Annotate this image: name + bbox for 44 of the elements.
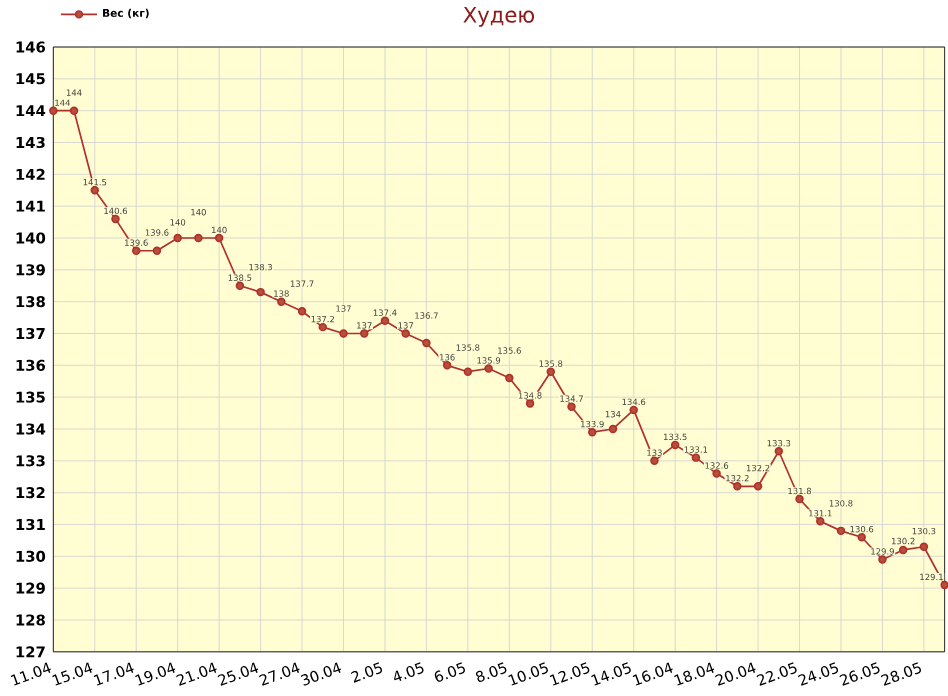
point bbox=[650, 456, 659, 466]
point bbox=[297, 307, 307, 316]
point bbox=[194, 234, 203, 243]
point bbox=[795, 495, 804, 504]
point bbox=[670, 440, 680, 450]
point bbox=[422, 339, 431, 348]
point bbox=[898, 546, 908, 555]
point bbox=[69, 106, 79, 116]
point bbox=[90, 186, 99, 195]
point bbox=[505, 374, 514, 383]
point bbox=[753, 482, 763, 491]
point bbox=[733, 482, 742, 491]
point bbox=[277, 297, 286, 307]
point bbox=[256, 288, 265, 297]
point bbox=[49, 106, 58, 116]
point bbox=[360, 329, 369, 339]
point bbox=[152, 246, 162, 256]
point bbox=[816, 517, 825, 526]
point bbox=[588, 428, 597, 437]
point bbox=[401, 329, 410, 339]
point bbox=[442, 361, 452, 370]
point bbox=[878, 555, 887, 565]
point bbox=[214, 234, 224, 243]
point bbox=[857, 533, 866, 542]
point bbox=[629, 405, 638, 415]
point bbox=[380, 316, 390, 326]
chart-title: Худею bbox=[463, 7, 535, 28]
point bbox=[691, 453, 701, 463]
point bbox=[111, 214, 120, 224]
point bbox=[484, 364, 493, 374]
point bbox=[463, 367, 473, 377]
point bbox=[774, 447, 784, 456]
point bbox=[235, 281, 245, 291]
point bbox=[318, 323, 328, 332]
point bbox=[919, 542, 929, 552]
point bbox=[173, 234, 182, 243]
point bbox=[525, 399, 535, 409]
point bbox=[608, 425, 618, 434]
point bbox=[712, 469, 721, 479]
point bbox=[546, 367, 556, 377]
point bbox=[339, 329, 348, 339]
point bbox=[131, 246, 141, 256]
point bbox=[836, 526, 846, 536]
point bbox=[567, 402, 576, 412]
